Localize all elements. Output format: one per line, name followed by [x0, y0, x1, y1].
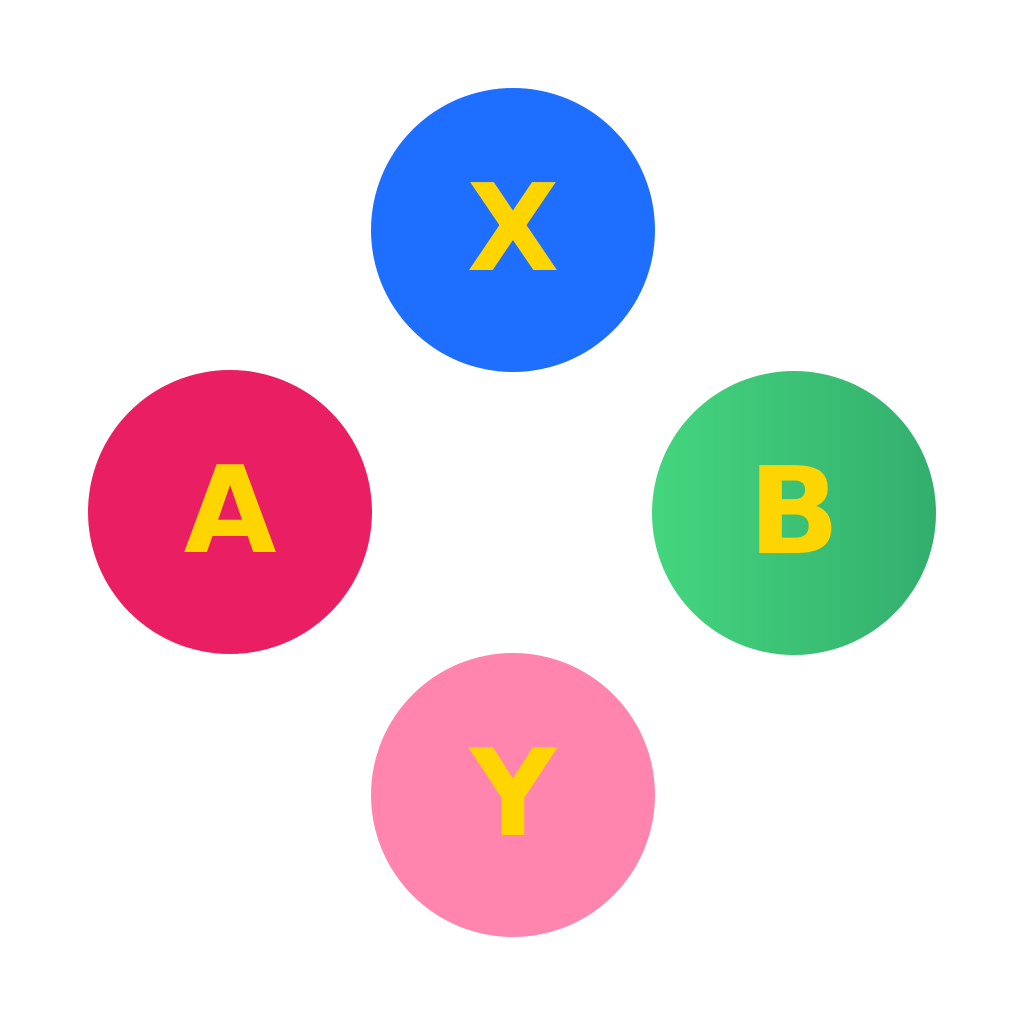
y-button-label: Y [469, 725, 557, 864]
b-button-label: B [748, 443, 840, 582]
y-button[interactable]: Y [371, 653, 655, 937]
a-button-label: A [183, 442, 277, 581]
a-button[interactable]: A [88, 370, 372, 654]
b-button[interactable]: B [652, 371, 936, 655]
x-button[interactable]: X [371, 88, 655, 372]
x-button-label: X [466, 160, 560, 299]
